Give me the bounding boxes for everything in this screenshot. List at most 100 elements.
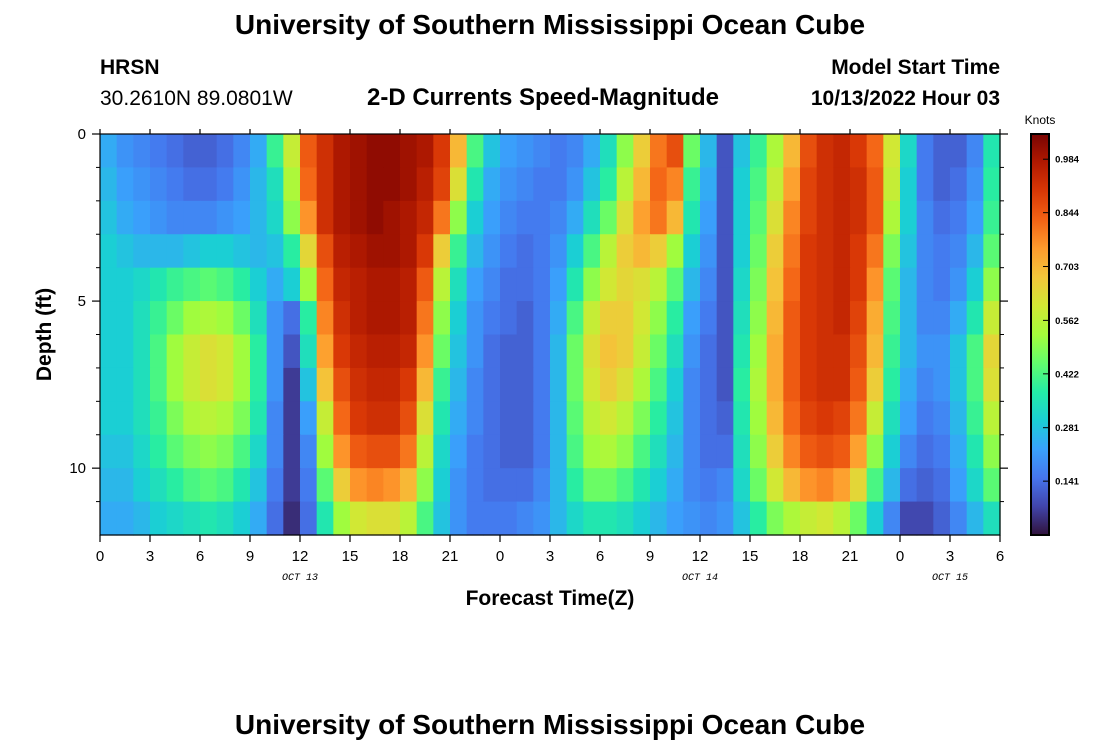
heatmap-cell (133, 234, 151, 269)
footer-title: University of Southern Mississippi Ocean… (234, 709, 866, 740)
heatmap-cell (700, 434, 718, 469)
heatmap-cell (233, 301, 251, 336)
heatmap-cell (916, 234, 934, 269)
heatmap-cell (700, 267, 718, 302)
heatmap-cell (466, 301, 484, 336)
heatmap-cell (650, 501, 668, 536)
heatmap-cell (883, 334, 901, 369)
heatmap-cell (483, 334, 501, 369)
heatmap-cell (883, 234, 901, 269)
heatmap-cell (550, 267, 568, 302)
heatmap-cell (266, 468, 284, 503)
heatmap-cell (816, 234, 834, 269)
heatmap-cell (116, 267, 134, 302)
heatmap-cell (266, 501, 284, 536)
heatmap-cell (600, 234, 618, 269)
x-tick-label: 3 (946, 548, 954, 565)
heatmap-cell (483, 434, 501, 469)
heatmap-cell (116, 200, 134, 235)
heatmap-cell (483, 234, 501, 269)
heatmap-cell (683, 134, 701, 169)
heatmap-cell (316, 401, 334, 436)
heatmap-cell (633, 334, 651, 369)
heatmap-cell (966, 134, 984, 169)
heatmap-cell (516, 301, 534, 336)
heatmap-cell (316, 334, 334, 369)
heatmap-cell (733, 434, 751, 469)
heatmap-cell (450, 501, 468, 536)
heatmap-cell (766, 167, 784, 202)
heatmap-cell (883, 167, 901, 202)
heatmap-cell (166, 501, 184, 536)
x-tick-label: 9 (646, 548, 654, 565)
heatmap-cell (466, 367, 484, 402)
heatmap-cell (583, 334, 601, 369)
heatmap-cell (900, 301, 918, 336)
heatmap-cell (783, 434, 801, 469)
heatmap-cell (983, 134, 1001, 169)
heatmap-cell (733, 334, 751, 369)
heatmap-cell (683, 434, 701, 469)
heatmap-cell (716, 468, 734, 503)
heatmap-cell (333, 401, 351, 436)
heatmap-cell (416, 234, 434, 269)
heatmap-cell (300, 200, 318, 235)
heatmap-cell (916, 200, 934, 235)
heatmap-cell (833, 301, 851, 336)
heatmap-cell (616, 468, 634, 503)
heatmap-cell (466, 234, 484, 269)
heatmap-cell (150, 200, 168, 235)
heatmap-cell (133, 334, 151, 369)
heatmap-cell (100, 200, 118, 235)
heatmap-cell (266, 267, 284, 302)
heatmap-cell (850, 334, 868, 369)
heatmap-cell (133, 301, 151, 336)
heatmap-cell (533, 167, 551, 202)
heatmap-cell (783, 468, 801, 503)
heatmap-cell (633, 401, 651, 436)
heatmap-cell (250, 134, 268, 169)
heatmap-cell (716, 401, 734, 436)
y-axis: 0 5 10 (69, 126, 1008, 503)
heatmap-cell (466, 134, 484, 169)
heatmap-cell (883, 267, 901, 302)
colorbar-scale (1030, 133, 1050, 536)
heatmap-cell (400, 367, 418, 402)
heatmap-cell (866, 468, 884, 503)
heatmap-cell (183, 301, 201, 336)
heatmap-cell (366, 401, 384, 436)
heatmap-cell (133, 501, 151, 536)
heatmap-cell (333, 234, 351, 269)
heatmap-cell (766, 468, 784, 503)
date-label: OCT 13 (282, 573, 318, 584)
heatmap-cell (616, 267, 634, 302)
heatmap-cell (933, 468, 951, 503)
heatmap-cell (500, 468, 518, 503)
heatmap-cell (716, 334, 734, 369)
heatmap-cell (500, 367, 518, 402)
heatmap-cell (500, 501, 518, 536)
heatmap-cell (116, 367, 134, 402)
heatmap-cell (183, 334, 201, 369)
heatmap-cell (866, 434, 884, 469)
heatmap-cell (533, 334, 551, 369)
heatmap-cell (983, 301, 1001, 336)
heatmap-cell (300, 367, 318, 402)
heatmap-cell (350, 234, 368, 269)
heatmap-cell (933, 200, 951, 235)
x-tick-label: 12 (692, 548, 709, 565)
heatmap-cell (733, 167, 751, 202)
heatmap-cell (516, 234, 534, 269)
heatmap-cell (733, 200, 751, 235)
heatmap-cell (450, 200, 468, 235)
heatmap-cell (883, 468, 901, 503)
colorbar-label: Knots (1025, 113, 1056, 127)
heatmap-cell (200, 367, 218, 402)
heatmap-cell (733, 367, 751, 402)
heatmap-cell (716, 134, 734, 169)
heatmap-cell (783, 334, 801, 369)
heatmap-cell (650, 468, 668, 503)
heatmap-cell (900, 134, 918, 169)
heatmap-cell (183, 234, 201, 269)
